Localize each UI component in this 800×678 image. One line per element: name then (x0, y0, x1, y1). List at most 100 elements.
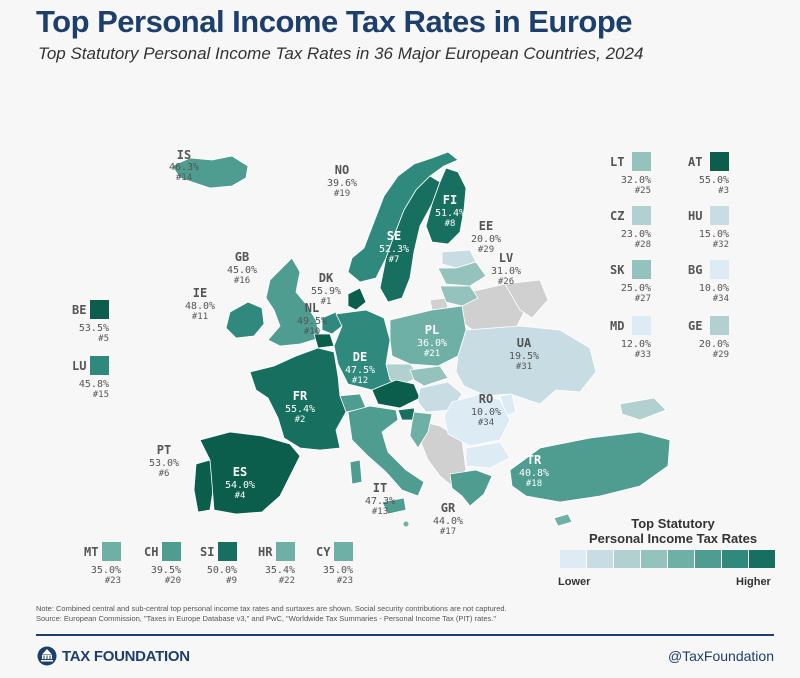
box-cz-code: CZ (610, 209, 624, 223)
legend-swatch-4 (641, 550, 668, 568)
label-ro-value: 10.0% (466, 407, 506, 418)
label-fr-rank: #2 (280, 415, 320, 425)
region-greece (450, 470, 492, 506)
box-hu-code: HU (688, 209, 702, 223)
label-nl-value: 49.5% (292, 316, 332, 327)
box-si-code: SI (200, 545, 214, 559)
box-hr-code: HR (258, 545, 272, 559)
box-hr-rank: #22 (242, 576, 295, 586)
tax-foundation-logo[interactable]: TAX FOUNDATION (36, 646, 190, 666)
label-fi-rank: #8 (430, 219, 470, 229)
legend-title-line2: Personal Income Tax Rates (568, 531, 778, 546)
label-gb-rank: #16 (222, 276, 262, 286)
box-hu-swatch (710, 206, 729, 225)
box-cy-rank: #23 (300, 576, 353, 586)
box-at-value: 55.0% (672, 175, 729, 186)
label-se-value: 52.3% (374, 244, 414, 255)
box-si-rank: #9 (184, 576, 237, 586)
label-gr-code: GR (428, 502, 468, 515)
region-ireland (226, 302, 264, 338)
box-be-rank: #5 (56, 334, 109, 344)
note-line-2: Source: European Commission, "Taxes in E… (36, 614, 507, 624)
box-hr-swatch (276, 542, 295, 561)
label-fi-code: FI (430, 194, 470, 207)
label-fr-code: FR (280, 390, 320, 403)
box-ch-value: 39.5% (128, 565, 181, 576)
box-cy-swatch (334, 542, 353, 561)
box-lu-swatch (90, 356, 109, 375)
legend-swatch-3 (614, 550, 641, 568)
label-ro-code: RO (466, 393, 506, 406)
label-fr-value: 55.4% (280, 404, 320, 415)
label-fi-value: 51.4% (430, 208, 470, 219)
region-sardinia (350, 460, 362, 484)
legend-title-line1: Top Statutory (568, 516, 778, 531)
label-no-rank: #19 (322, 189, 362, 199)
label-lv-code: LV (486, 252, 526, 265)
label-ua-code: UA (504, 337, 544, 350)
label-pt-code: PT (144, 444, 184, 457)
box-md-rank: #33 (594, 350, 651, 360)
region-malta (404, 522, 409, 527)
box-lu-rank: #15 (56, 390, 109, 400)
label-pt-rank: #6 (144, 469, 184, 479)
box-md-code: MD (610, 319, 624, 333)
box-bg-rank: #34 (672, 294, 729, 304)
box-be-swatch (90, 300, 109, 319)
legend-swatch-5 (668, 550, 695, 568)
label-es-rank: #4 (220, 491, 260, 501)
brand-name: TAX FOUNDATION (62, 648, 190, 665)
box-lu-code: LU (72, 359, 86, 373)
box-mt-swatch (102, 542, 121, 561)
twitter-handle-link[interactable]: @TaxFoundation (668, 648, 774, 664)
legend-title: Top Statutory Personal Income Tax Rates (568, 516, 778, 546)
region-bulgaria (466, 442, 510, 468)
box-cz-rank: #28 (594, 240, 651, 250)
label-tr-value: 40.8% (514, 468, 554, 479)
box-hu-value: 15.0% (672, 229, 729, 240)
legend-color-scale (560, 550, 776, 568)
box-lt-rank: #25 (594, 186, 651, 196)
box-sk-rank: #27 (594, 294, 651, 304)
box-md-value: 12.0% (594, 339, 651, 350)
box-mt-rank: #23 (68, 576, 121, 586)
box-lt-code: LT (610, 155, 624, 169)
label-gb-code: GB (222, 251, 262, 264)
box-at-rank: #3 (672, 186, 729, 196)
label-pl-value: 36.0% (412, 338, 452, 349)
label-es-value: 54.0% (220, 480, 260, 491)
box-cy-code: CY (316, 545, 330, 559)
label-ua-rank: #31 (504, 362, 544, 372)
label-pt-value: 53.0% (144, 458, 184, 469)
box-md-swatch (632, 316, 651, 335)
label-it-code: IT (360, 482, 400, 495)
box-bg-value: 10.0% (672, 283, 729, 294)
box-bg-swatch (710, 260, 729, 279)
label-lv-value: 31.0% (486, 266, 526, 277)
legend-swatch-6 (695, 550, 722, 568)
region-turkey (510, 432, 670, 502)
label-nl-code: NL (292, 302, 332, 315)
label-se-code: SE (374, 230, 414, 243)
box-ch-rank: #20 (128, 576, 181, 586)
label-gb-value: 45.0% (222, 265, 262, 276)
label-is-value: 46.3% (164, 162, 204, 173)
label-ee-code: EE (466, 220, 506, 233)
legend-lower-label: Lower (558, 576, 590, 588)
box-cz-swatch (632, 206, 651, 225)
box-ge-value: 20.0% (672, 339, 729, 350)
box-sk-swatch (632, 260, 651, 279)
label-no-code: NO (322, 164, 362, 177)
footer-divider (36, 634, 774, 636)
box-cy-value: 35.0% (300, 565, 353, 576)
label-tr-rank: #18 (514, 479, 554, 489)
box-sk-code: SK (610, 263, 624, 277)
label-pl-rank: #21 (412, 349, 452, 359)
label-de-rank: #12 (340, 376, 380, 386)
box-ge-code: GE (688, 319, 702, 333)
box-mt-value: 35.0% (68, 565, 121, 576)
legend-higher-label: Higher (736, 576, 771, 588)
capitol-icon (36, 646, 58, 666)
label-it-value: 47.3% (360, 496, 400, 507)
legend-swatch-7 (722, 550, 749, 568)
